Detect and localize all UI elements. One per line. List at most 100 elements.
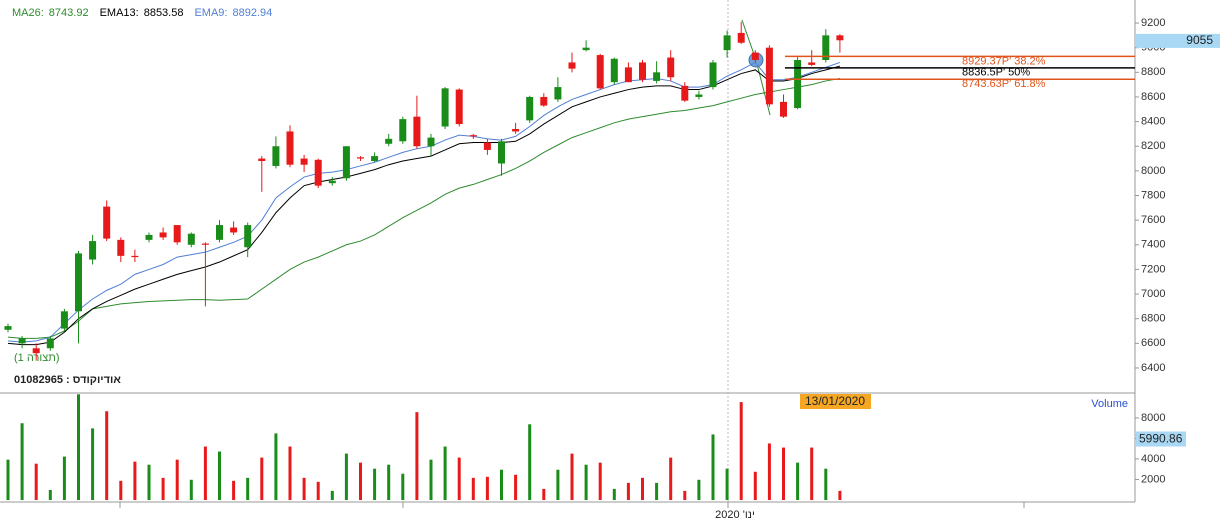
candle-body bbox=[751, 52, 759, 60]
volume-bar bbox=[175, 459, 179, 500]
volume-bar bbox=[641, 477, 644, 500]
y-tick-label: 6600 bbox=[1141, 337, 1165, 349]
volume-bar bbox=[767, 443, 771, 500]
legend-entry: EMA9: 8892.94 bbox=[194, 7, 272, 19]
candle-body bbox=[737, 32, 745, 43]
candle-body bbox=[526, 96, 534, 121]
volume-tick-label: 4000 bbox=[1141, 453, 1165, 465]
ma-line bbox=[7, 65, 841, 346]
candle-body bbox=[173, 225, 181, 243]
y-tick-label: 7600 bbox=[1141, 214, 1165, 226]
volume-bar bbox=[570, 453, 574, 500]
volume-bar bbox=[387, 464, 391, 500]
last-volume-bg bbox=[1136, 431, 1186, 447]
candle-body bbox=[159, 232, 167, 238]
candle-body bbox=[498, 141, 505, 164]
candle-body bbox=[32, 348, 40, 354]
ma-line bbox=[7, 61, 841, 343]
candle-body bbox=[624, 67, 632, 83]
volume-bar bbox=[796, 462, 800, 500]
candle-body bbox=[469, 135, 477, 137]
candle-body bbox=[455, 89, 463, 125]
y-tick-label: 8000 bbox=[1141, 165, 1165, 177]
volume-bar bbox=[471, 477, 475, 500]
candle-body bbox=[667, 57, 675, 78]
volume-bar bbox=[316, 481, 320, 500]
candle-body bbox=[582, 47, 590, 51]
candle-body bbox=[413, 116, 421, 147]
x-axis-label: ינו' 2020 bbox=[715, 509, 755, 521]
y-tick-label: 9200 bbox=[1141, 17, 1165, 29]
candle-body bbox=[244, 225, 252, 248]
date-tag-bg bbox=[800, 394, 871, 409]
candle-body bbox=[103, 206, 111, 239]
volume-bar bbox=[330, 490, 334, 500]
volume-bar bbox=[218, 451, 221, 500]
candle-body bbox=[653, 72, 661, 81]
volume-bar bbox=[189, 479, 193, 500]
candle-body bbox=[300, 158, 308, 165]
volume-bar bbox=[838, 490, 842, 500]
candle-body bbox=[427, 137, 435, 147]
candle-body bbox=[483, 142, 491, 150]
volume-bar bbox=[753, 471, 757, 500]
volume-bar bbox=[542, 488, 546, 500]
volume-bar bbox=[485, 476, 489, 500]
volume-bar bbox=[133, 461, 137, 500]
fib-label: 8743.63P' 61.8% bbox=[962, 78, 1046, 90]
y-tick-label: 7000 bbox=[1141, 288, 1165, 300]
legend-value: 8853.58 bbox=[144, 7, 184, 19]
volume-layer bbox=[6, 394, 842, 500]
candle-body bbox=[610, 58, 618, 83]
legend-value: 8743.92 bbox=[49, 7, 89, 19]
crosshair-date: 13/01/2020 bbox=[805, 394, 865, 408]
candle-body bbox=[441, 88, 449, 127]
candle-body bbox=[681, 85, 689, 101]
y-tick-label: 7800 bbox=[1141, 189, 1165, 201]
candle-body bbox=[342, 146, 350, 179]
volume-bar bbox=[415, 412, 419, 500]
y-tick-label: 8200 bbox=[1141, 140, 1165, 152]
candle-body bbox=[512, 128, 520, 132]
volume-bar bbox=[443, 446, 447, 500]
candle-body bbox=[187, 233, 195, 245]
y-tick-label: 7200 bbox=[1141, 263, 1165, 275]
volume-bar bbox=[91, 428, 95, 500]
candle-body bbox=[117, 239, 125, 256]
candle-body bbox=[145, 234, 153, 240]
volume-bar bbox=[655, 482, 659, 500]
volume-bar bbox=[669, 457, 673, 500]
volume-bar bbox=[359, 462, 362, 500]
legend-value: 8892.94 bbox=[232, 7, 272, 19]
candle-body bbox=[18, 338, 26, 344]
last-price-bg bbox=[1136, 33, 1220, 48]
volume-bar bbox=[739, 402, 743, 500]
candle-body bbox=[46, 338, 54, 349]
volume-bar bbox=[584, 464, 588, 500]
candle-body bbox=[568, 62, 576, 69]
y-tick-label: 6400 bbox=[1141, 362, 1165, 374]
legend-entry: MA26: 8743.92 bbox=[12, 7, 89, 19]
candle-body bbox=[709, 62, 717, 88]
volume-bar bbox=[824, 468, 828, 500]
candle-body bbox=[596, 55, 604, 89]
volume-bar bbox=[260, 457, 264, 500]
volume-bar bbox=[161, 477, 165, 500]
fib-label: 8836.5P' 50% bbox=[962, 67, 1030, 79]
volume-bar bbox=[62, 456, 66, 500]
y-tick-label: 8600 bbox=[1141, 91, 1165, 103]
candle-body bbox=[286, 131, 294, 165]
candle-body bbox=[554, 87, 562, 100]
candle-body bbox=[695, 94, 703, 97]
volume-bar bbox=[34, 463, 38, 500]
volume-bar bbox=[105, 411, 109, 500]
y-tick-label: 7400 bbox=[1141, 239, 1165, 251]
volume-bar bbox=[810, 447, 814, 500]
candle-body bbox=[216, 225, 223, 240]
candle-body bbox=[60, 311, 68, 329]
volume-bar bbox=[626, 482, 630, 500]
legend-name: EMA13: bbox=[100, 7, 139, 19]
volume-bar bbox=[203, 446, 207, 500]
legend-name: EMA9: bbox=[194, 7, 227, 19]
volume-bar bbox=[556, 469, 560, 500]
